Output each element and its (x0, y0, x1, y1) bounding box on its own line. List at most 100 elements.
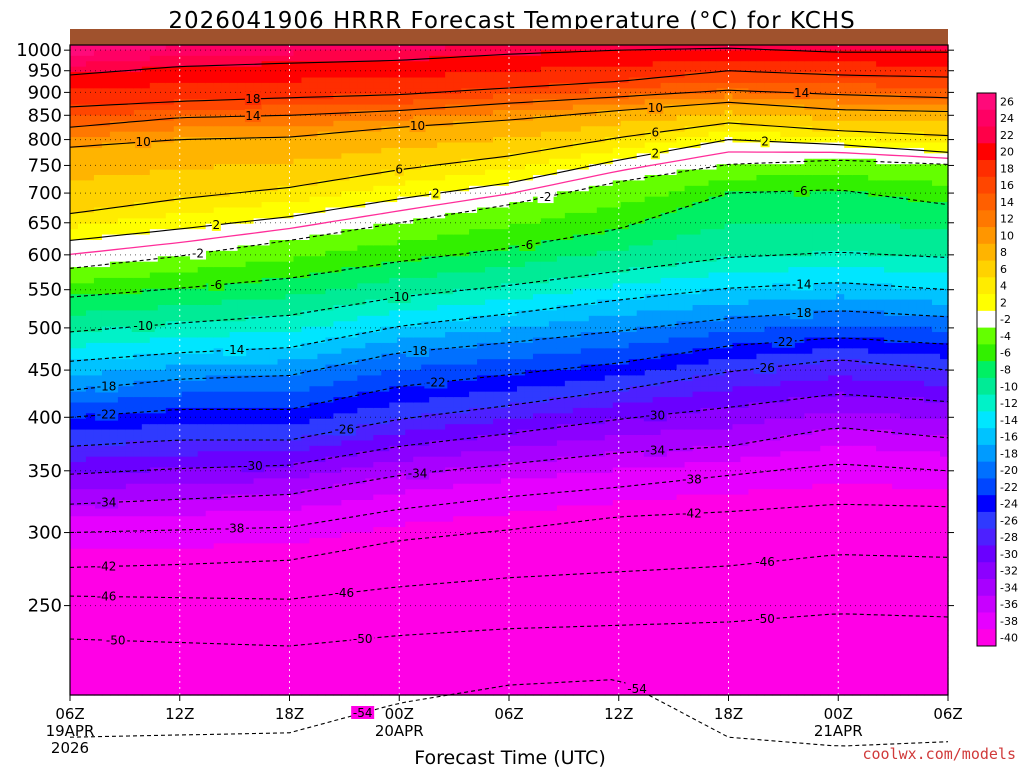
heat-cell (293, 505, 303, 512)
heat-cell (285, 646, 295, 653)
heat-cell (70, 93, 79, 100)
heat-cell (269, 169, 279, 176)
heat-cell (109, 456, 119, 463)
heat-cell (197, 510, 207, 517)
heat-cell (173, 348, 183, 355)
heat-cell (317, 565, 327, 572)
heat-cell (357, 500, 366, 507)
heat-cell (221, 667, 231, 674)
heat-cell (101, 169, 111, 176)
heat-cell (101, 277, 111, 284)
heat-cell (341, 662, 350, 669)
heat-cell (261, 207, 271, 214)
heat-cell (173, 445, 183, 452)
heat-cell (309, 435, 319, 442)
heat-cell (269, 158, 279, 165)
heat-cell (349, 61, 358, 68)
heat-cell (349, 66, 358, 73)
heat-cell (125, 310, 135, 317)
heat-cell (389, 353, 398, 360)
heat-cell (85, 472, 95, 479)
heat-cell (213, 288, 223, 295)
heat-cell (285, 575, 295, 582)
heat-cell (301, 472, 311, 479)
heat-cell (349, 407, 358, 414)
heat-cell (133, 202, 143, 209)
heat-cell (141, 537, 151, 544)
heat-cell (317, 635, 327, 642)
heat-cell (117, 684, 127, 691)
heat-cell (141, 472, 151, 479)
heat-cell (229, 375, 239, 382)
heat-cell (397, 212, 406, 219)
heat-cell (325, 678, 334, 685)
heat-cell (237, 380, 247, 387)
heat-cell (205, 342, 215, 349)
heat-cell (85, 630, 95, 637)
heat-cell (189, 50, 199, 57)
heat-cell (229, 321, 239, 328)
heat-cell (101, 375, 111, 382)
heat-cell (389, 435, 398, 442)
heat-cell (309, 82, 319, 89)
heat-cell (109, 50, 119, 57)
heat-cell (173, 337, 183, 344)
heat-cell (85, 407, 95, 414)
heat-cell (229, 164, 239, 171)
heat-cell (77, 630, 87, 637)
heat-cell (205, 250, 215, 257)
heat-cell (213, 342, 223, 349)
heat-cell (269, 207, 279, 214)
heat-cell (141, 678, 151, 685)
heat-cell (165, 77, 175, 84)
heat-cell (293, 440, 303, 447)
heat-cell (269, 153, 279, 160)
heat-cell (189, 646, 199, 653)
heat-cell (365, 684, 374, 691)
heat-cell (85, 299, 95, 306)
heat-cell (221, 456, 231, 463)
heat-cell (349, 202, 358, 209)
heat-cell (157, 342, 167, 349)
heat-cell (317, 505, 327, 512)
heat-cell (397, 180, 406, 187)
heat-cell (141, 147, 151, 154)
heat-cell (189, 267, 199, 274)
heat-cell (389, 597, 398, 604)
heat-cell (333, 104, 342, 111)
heat-cell (213, 104, 223, 111)
heat-cell (261, 451, 271, 458)
heat-cell (85, 115, 95, 122)
heat-cell (213, 684, 223, 691)
heat-cell (77, 169, 87, 176)
heat-cell (189, 88, 199, 95)
heat-cell (117, 229, 127, 236)
heat-cell (333, 581, 342, 588)
heat-cell (189, 651, 199, 658)
heat-cell (101, 337, 111, 344)
heat-cell (245, 445, 255, 452)
heat-cell (205, 602, 215, 609)
heat-cell (229, 472, 239, 479)
heat-cell (85, 543, 95, 550)
heat-cell (285, 272, 295, 279)
heat-cell (309, 218, 319, 225)
heat-cell (101, 391, 111, 398)
heat-cell (181, 456, 191, 463)
heat-cell (389, 315, 398, 322)
heat-cell (285, 77, 295, 84)
heat-cell (221, 380, 231, 387)
heat-cell (317, 397, 327, 404)
heat-cell (85, 397, 95, 404)
heat-cell (325, 212, 334, 219)
heat-cell (325, 147, 334, 154)
heat-cell (333, 451, 342, 458)
heat-cell (189, 505, 199, 512)
heat-cell (157, 673, 167, 680)
heat-cell (85, 386, 95, 393)
heat-cell (245, 191, 255, 198)
heat-cell (101, 115, 111, 122)
heat-cell (149, 207, 159, 214)
heat-cell (269, 435, 279, 442)
heat-cell (285, 429, 295, 436)
